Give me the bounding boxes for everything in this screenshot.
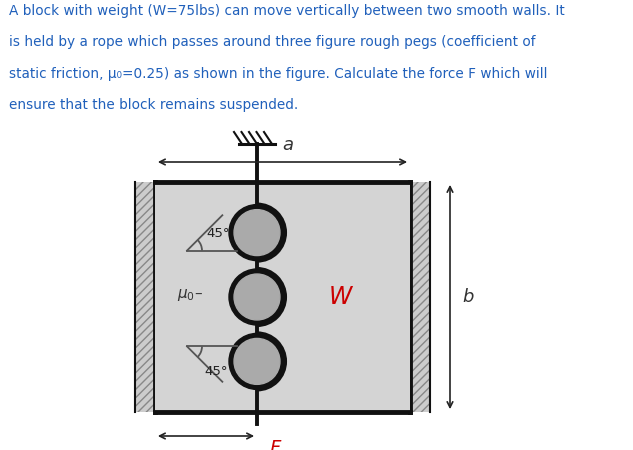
Text: $W$: $W$	[328, 285, 354, 309]
Text: $b$: $b$	[462, 288, 475, 306]
Text: static friction, μ₀=0.25) as shown in the figure. Calculate the force F which wi: static friction, μ₀=0.25) as shown in th…	[9, 67, 548, 81]
Bar	[135, 182, 155, 412]
Text: $a$: $a$	[282, 136, 294, 154]
Circle shape	[234, 274, 280, 320]
Bar	[155, 182, 410, 412]
Text: $c$: $c$	[196, 448, 206, 450]
Text: 45°: 45°	[204, 365, 228, 378]
Circle shape	[229, 333, 285, 389]
Text: ensure that the block remains suspended.: ensure that the block remains suspended.	[9, 99, 299, 112]
Circle shape	[234, 338, 280, 384]
Text: is held by a rope which passes around three figure rough pegs (coefficient of: is held by a rope which passes around th…	[9, 35, 536, 49]
Text: 45°: 45°	[206, 227, 230, 239]
Text: $\mu_0$–: $\mu_0$–	[177, 287, 203, 303]
Circle shape	[229, 205, 285, 261]
Circle shape	[229, 269, 285, 325]
Bar	[410, 182, 430, 412]
Text: $F$: $F$	[269, 438, 282, 450]
Circle shape	[234, 210, 280, 256]
Text: A block with weight (W=75lbs) can move vertically between two smooth walls. It: A block with weight (W=75lbs) can move v…	[9, 4, 565, 18]
